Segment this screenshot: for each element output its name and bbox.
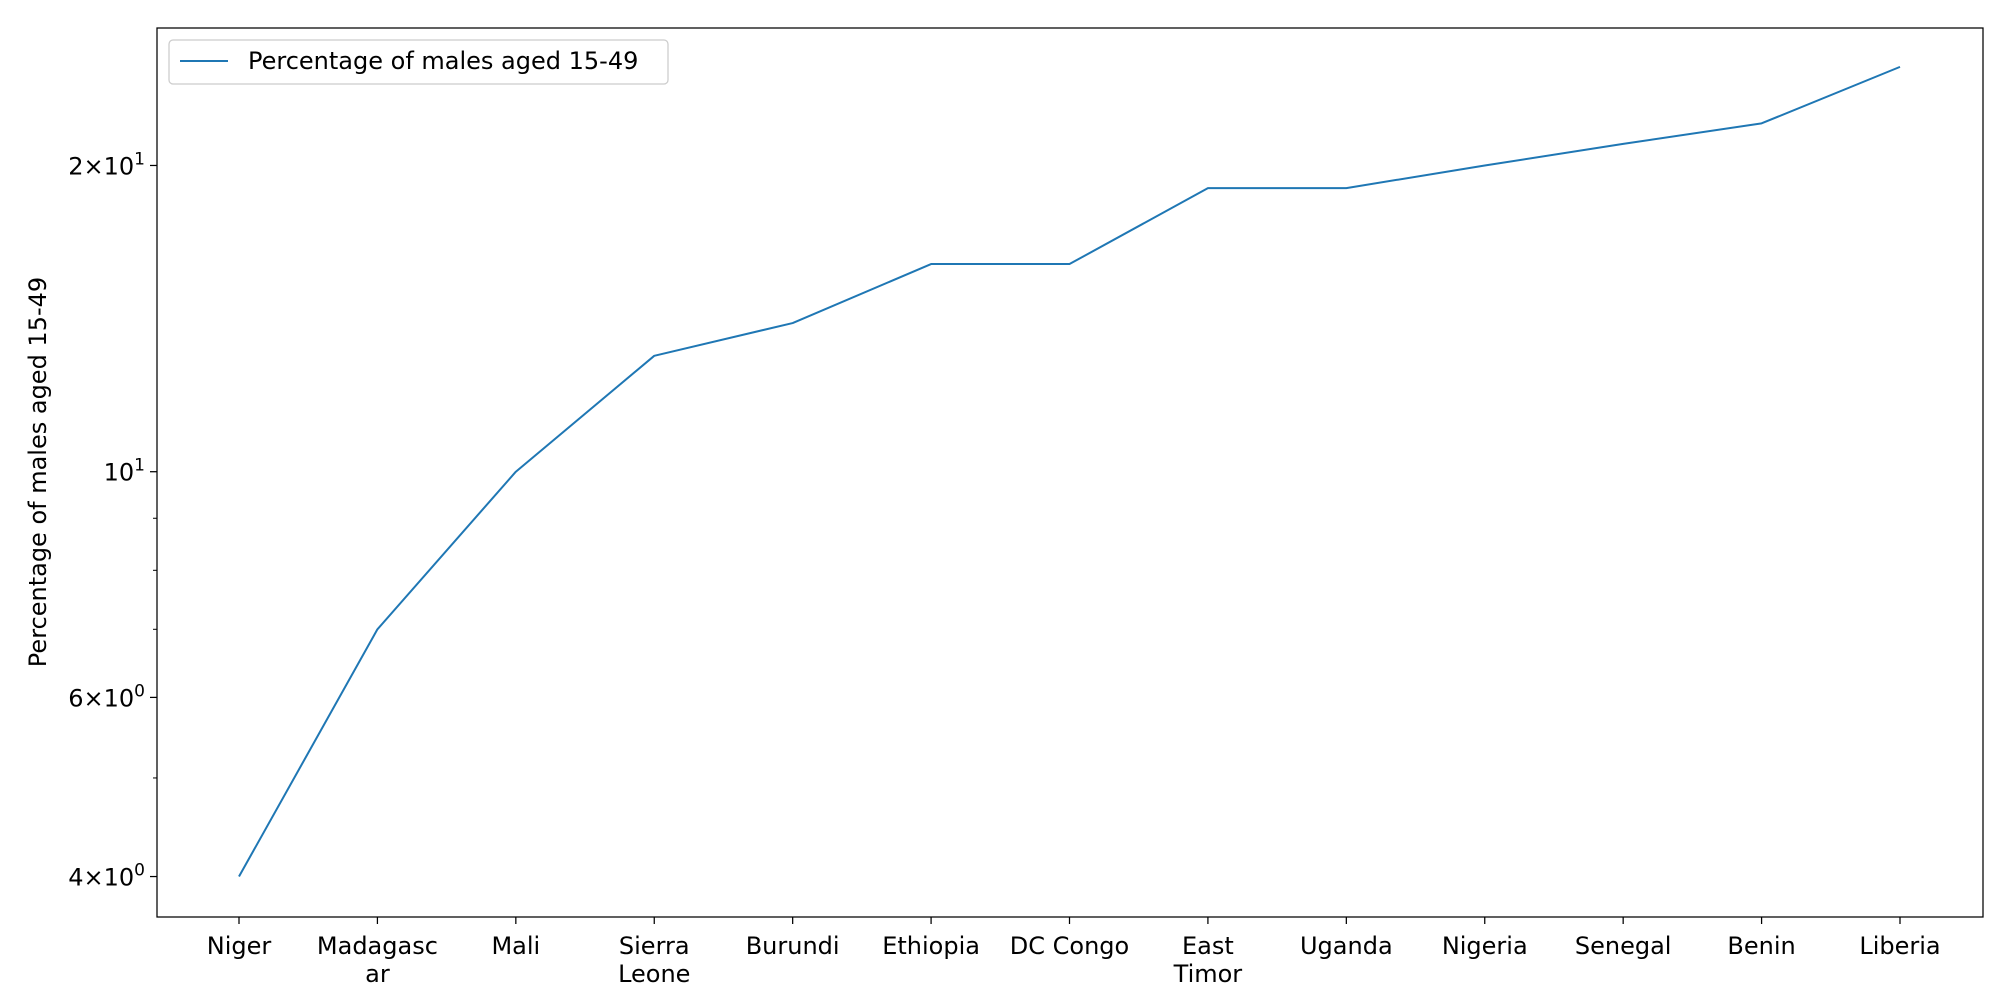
y-tick-label: 6×100 bbox=[68, 681, 145, 712]
y-tick-label: 2×101 bbox=[68, 149, 145, 180]
x-tick-label: Benin bbox=[1727, 932, 1795, 960]
x-tick-label: Liberia bbox=[1859, 932, 1940, 960]
x-tick-label: Niger bbox=[207, 932, 272, 960]
y-tick-label: 4×100 bbox=[68, 861, 145, 892]
x-tick-label: Mali bbox=[491, 932, 540, 960]
x-tick-label: DC Congo bbox=[1010, 932, 1129, 960]
x-tick-label: Senegal bbox=[1575, 932, 1672, 960]
legend: Percentage of males aged 15-49 bbox=[169, 40, 668, 84]
x-tick-label: East Timor bbox=[1173, 932, 1243, 988]
x-tick-label: Sierra Leone bbox=[618, 932, 690, 988]
x-tick-label: Ethiopia bbox=[882, 932, 980, 960]
x-tick-label: Nigeria bbox=[1442, 932, 1528, 960]
x-tick-label: Burundi bbox=[746, 932, 840, 960]
x-tick-label: Uganda bbox=[1300, 932, 1393, 960]
legend-label: Percentage of males aged 15-49 bbox=[248, 47, 638, 75]
y-axis-title: Percentage of males aged 15-49 bbox=[24, 277, 52, 667]
